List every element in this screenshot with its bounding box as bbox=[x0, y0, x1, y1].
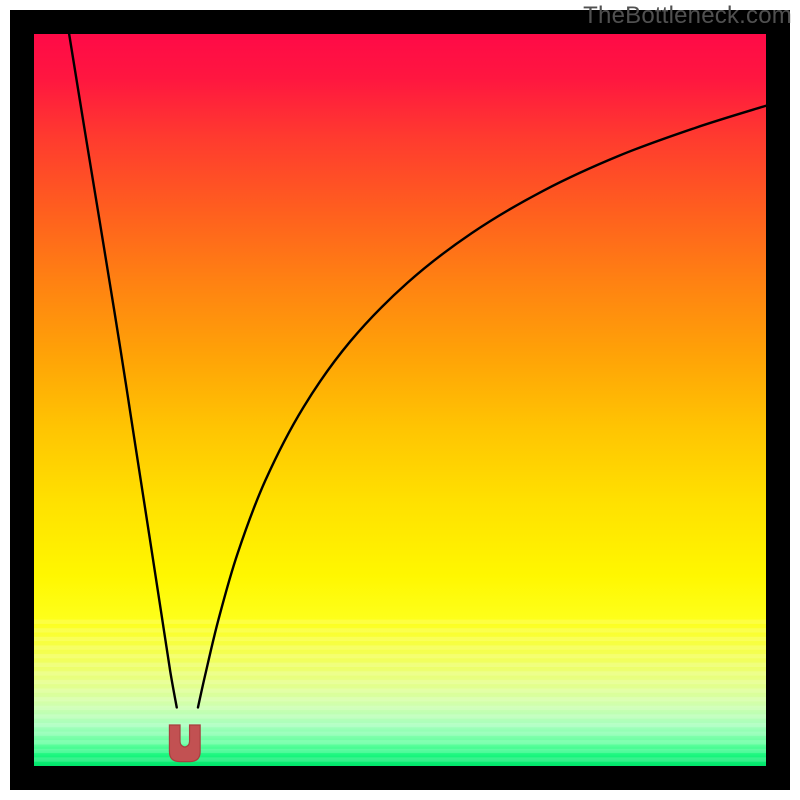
chart-container: TheBottleneck.com bbox=[0, 0, 800, 800]
watermark-text: TheBottleneck.com bbox=[583, 2, 792, 30]
bottleneck-chart-svg bbox=[0, 0, 800, 800]
